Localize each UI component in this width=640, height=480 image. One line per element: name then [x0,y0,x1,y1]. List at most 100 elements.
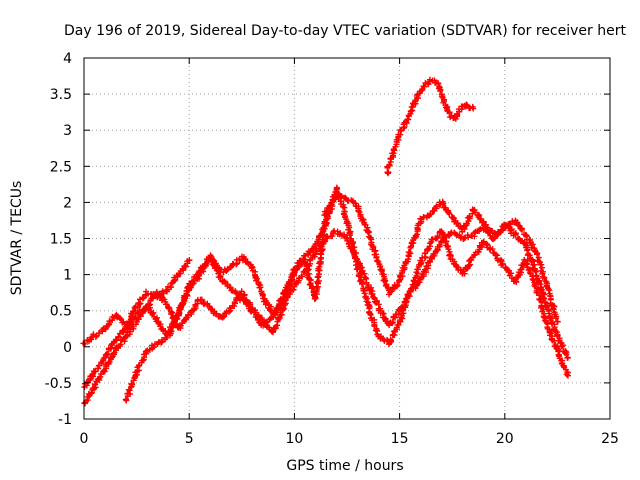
data-point [389,319,396,326]
grid [84,58,610,419]
data-point [505,269,512,276]
data-point [439,201,446,208]
data-point [354,266,361,273]
data-point [323,216,330,223]
data-point [508,226,515,233]
data-point [123,396,130,403]
data-point [421,250,428,257]
data-point [128,380,135,387]
data-point [101,368,108,375]
data-point [225,308,232,315]
data-point [564,354,571,361]
data-point [435,80,442,87]
x-tick-label: 25 [601,431,619,447]
data-point [191,273,198,280]
data-point [541,274,548,281]
data-point [163,301,170,308]
data-point [126,387,133,394]
data-point [81,340,88,347]
data-point [92,381,99,388]
y-tick-label: 2.5 [50,159,72,175]
y-tick-label: 1.5 [50,232,72,248]
data-point [385,169,392,176]
data-point [180,267,187,274]
chart-title: Day 196 of 2019, Sidereal Day-to-day VTE… [64,23,626,39]
data-point [180,294,187,301]
data-point [421,83,428,90]
data-point [492,251,499,258]
data-point [97,373,104,380]
data-point [541,314,548,321]
data-point [470,105,477,112]
data-point [346,232,353,239]
data-point [266,307,273,314]
x-tick-label: 0 [80,431,89,447]
data-point [241,291,248,298]
data-point [499,261,506,268]
data-point [387,289,394,296]
data-point [446,210,453,217]
y-tick-label: -1 [58,412,72,428]
data-point [538,264,545,271]
data-point [507,221,514,228]
data-point [233,290,240,297]
data-point [559,342,566,349]
data-point [342,213,349,220]
data-point [550,306,557,313]
data-point [238,288,245,295]
data-point [166,305,173,312]
y-tick-label: 0 [63,340,72,356]
data-point [443,105,450,112]
data-point [198,296,205,303]
axis-ticks: 0 5 10 15 20 25 -1 -0.5 0 0.5 1 1.5 2 2.5 3 3.5 4 [45,51,619,447]
data-point [453,263,460,270]
data-point [92,333,99,340]
data-point [88,390,95,397]
data-point [564,372,571,379]
data-point [182,263,189,270]
data-point [374,258,381,265]
data-point [355,208,362,215]
data-point [240,296,247,303]
data-point [427,211,434,218]
x-tick-label: 5 [185,431,194,447]
data-point [243,298,250,305]
x-tick-label: 15 [391,431,409,447]
series-track-5 [384,76,477,177]
data-point [307,280,314,287]
data-point [241,297,248,304]
data-point [318,241,325,248]
y-axis-label: SDTVAR / TECUs [9,181,25,296]
data-point [252,307,259,314]
data-point [526,252,533,259]
data-point [393,283,400,290]
data-point [527,240,534,247]
data-point [224,281,231,288]
data-point [529,241,536,248]
data-point [288,277,295,284]
data-point [186,257,193,264]
data-point [298,273,305,280]
data-point [403,298,410,305]
data-point [409,281,416,288]
data-point [463,101,470,108]
y-tick-label: 3 [63,123,72,139]
data-point [517,266,524,273]
data-point [285,288,292,295]
y-tick-label: 1 [63,268,72,284]
data-point [359,281,366,288]
data-point [174,315,181,322]
data-point [395,321,402,328]
data-point [386,162,393,169]
data-point [552,315,559,322]
data-point [437,88,444,95]
data-point [534,251,541,258]
data-point [290,286,297,293]
data-point [351,249,358,256]
data-point [115,333,122,340]
data-point [256,284,263,291]
x-tick-label: 20 [496,431,514,447]
data-point [150,344,157,351]
data-point [180,299,187,306]
